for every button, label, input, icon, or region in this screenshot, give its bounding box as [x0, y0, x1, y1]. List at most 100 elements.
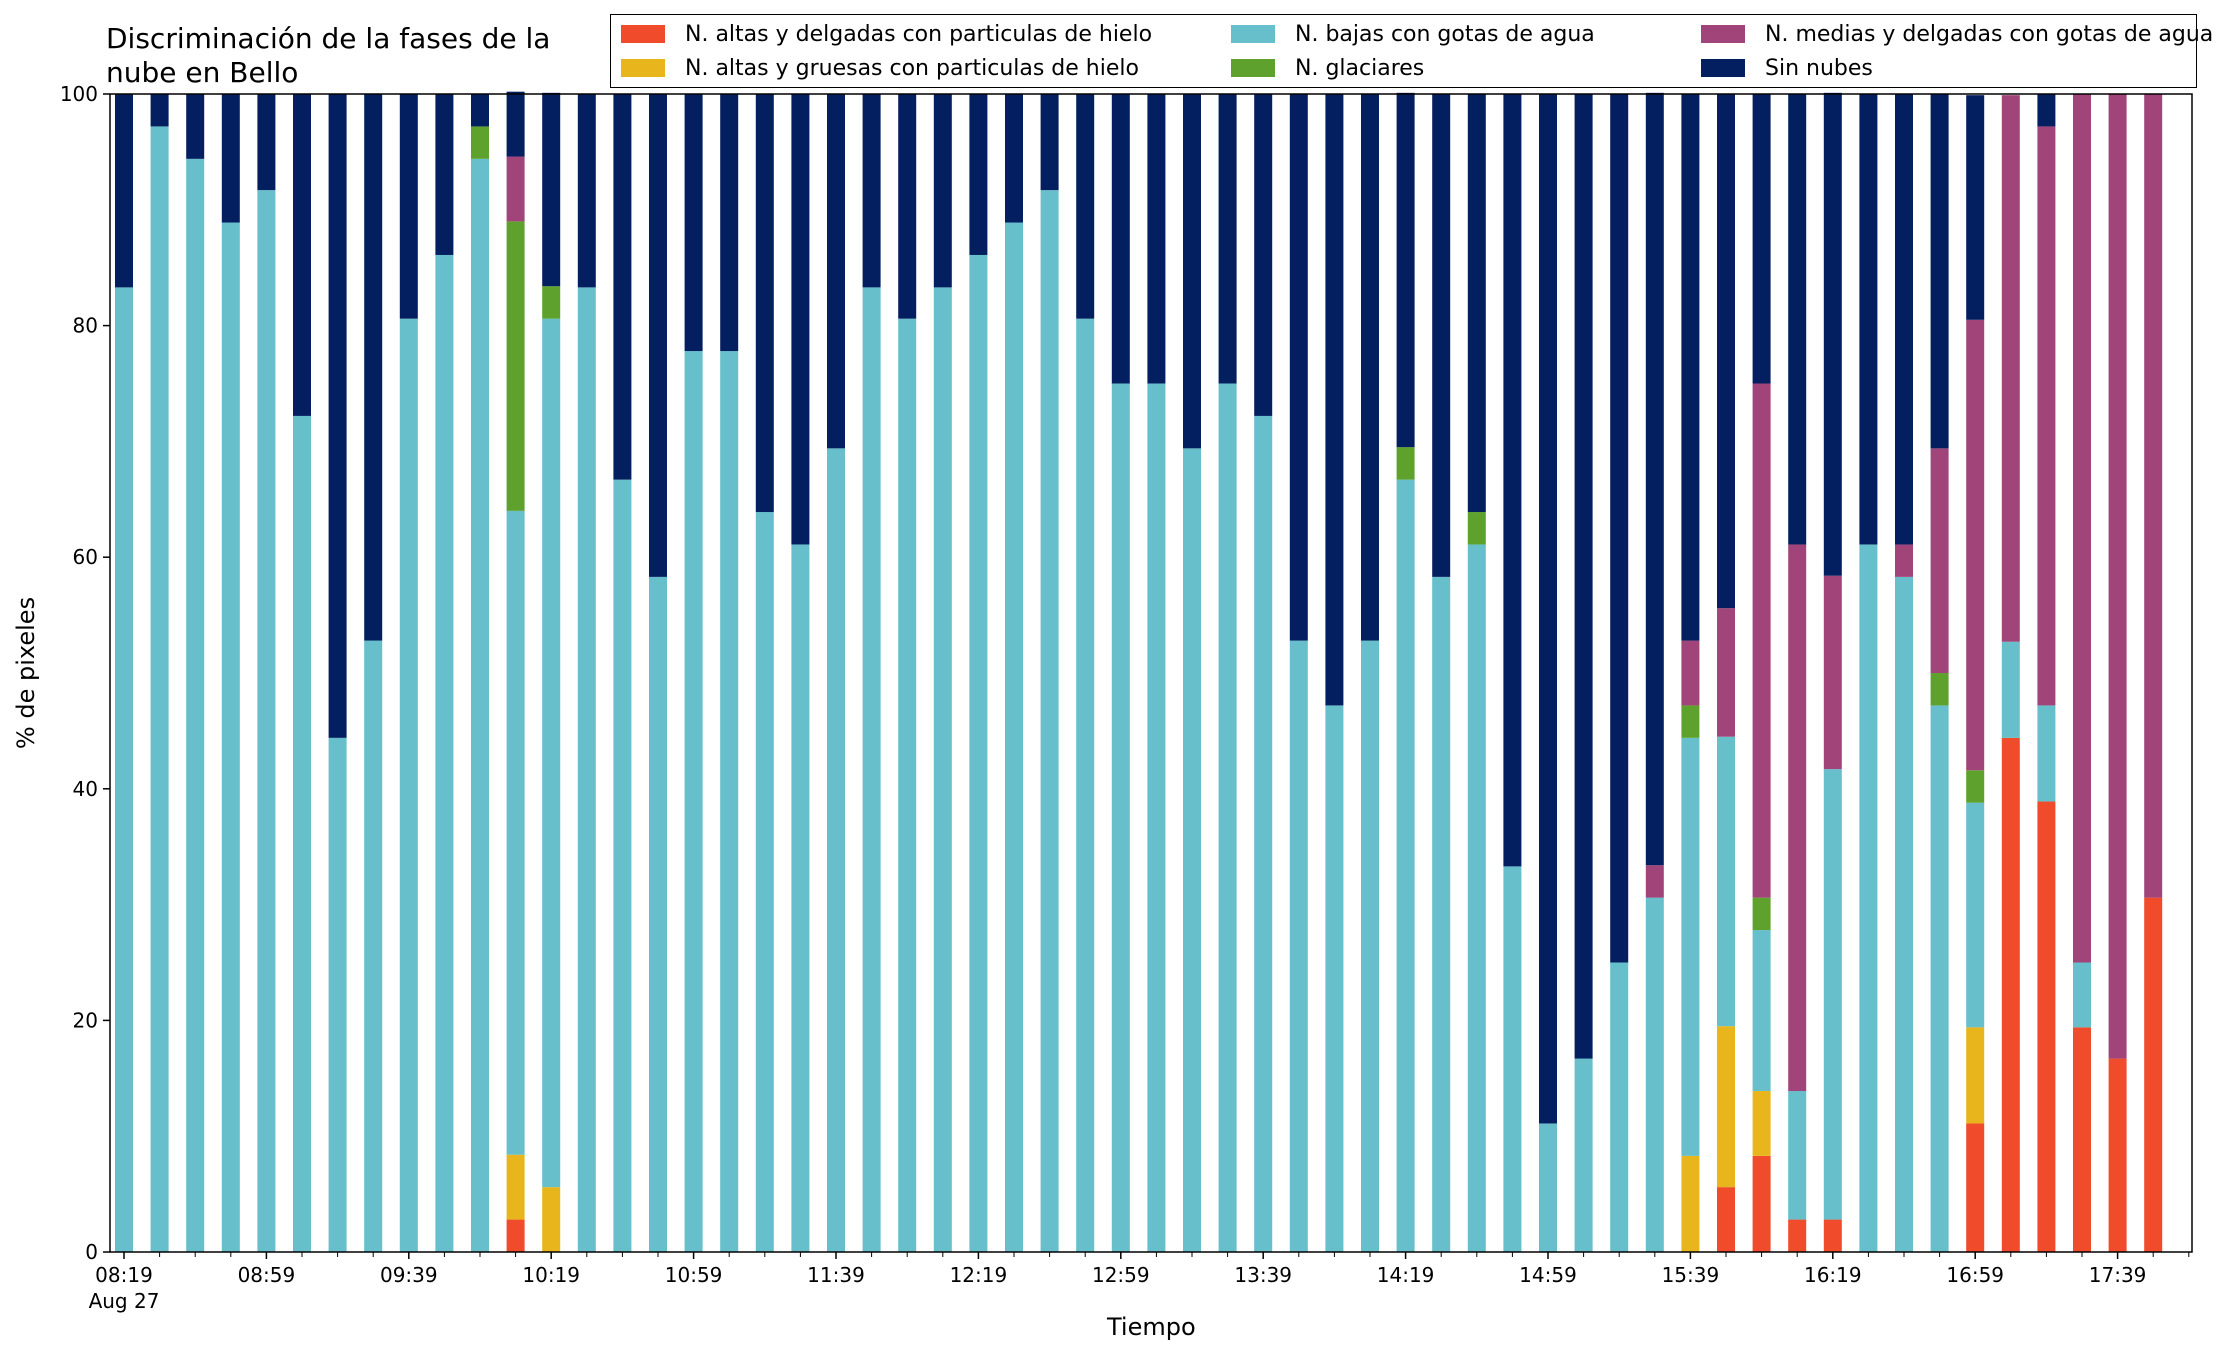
- bar-segment-1019-s5: [542, 92, 561, 287]
- bar-segment-1619-s4: [1823, 575, 1842, 770]
- bar-segment-1649-s3: [1930, 673, 1949, 706]
- bar-segment-1559-s2: [1752, 930, 1771, 1092]
- x-axis: 08:19 08:59 09:39 10:19 10:59 11:39 12:19 12:59…: [89, 1252, 2190, 1313]
- bar-segment-1619-s2: [1823, 769, 1842, 1220]
- bar-segment-1349-s5: [1289, 94, 1308, 641]
- bar-segment-1529-s2: [1645, 897, 1664, 1252]
- bar-segment-1409-s2: [1361, 640, 1379, 1252]
- bar-segment-1539-s5: [1681, 94, 1700, 641]
- bar-segment-1549-s0: [1717, 1187, 1735, 1252]
- bar-segment-1419-s3: [1396, 447, 1415, 480]
- bar-segment-1419-s2: [1396, 479, 1415, 1252]
- bar-segment-1659-s3: [1966, 770, 1985, 803]
- bar-segment-0919-s2: [328, 737, 347, 1252]
- bar-segment-1309-s2: [1147, 383, 1166, 1252]
- x-tick-label: 12:19: [950, 1263, 1008, 1287]
- bar-segment-1159-s2: [898, 318, 917, 1253]
- bar-segment-1509-s5: [1574, 94, 1593, 1059]
- bar-segment-1029-s2: [577, 287, 596, 1252]
- bar-segment-0839-s2: [186, 158, 205, 1252]
- bar-segment-0939-s5: [399, 94, 418, 319]
- bar-segment-1539-s1: [1681, 1155, 1700, 1252]
- y-axis: 0 20 40 60 80 100: [60, 82, 110, 1264]
- bar-segment-1339-s5: [1254, 94, 1273, 416]
- bar-segment-1549-s2: [1717, 736, 1735, 1027]
- legend-item: Sin nubes: [1701, 51, 1873, 85]
- bar-segment-1659-s2: [1966, 802, 1985, 1028]
- bar-segment-1139-s2: [827, 448, 845, 1252]
- bar-segment-1709-s0: [2001, 737, 2020, 1252]
- bar-segment-1409-s5: [1361, 94, 1379, 641]
- x-tick-label: 08:19: [95, 1263, 153, 1287]
- bar-segment-0919-s5: [328, 94, 347, 738]
- bar-segment-1019-s3: [542, 286, 561, 319]
- x-tick-label: 14:19: [1377, 1263, 1435, 1287]
- bar-segment-1349-s2: [1289, 640, 1308, 1252]
- bar-segment-1239-s5: [1040, 94, 1059, 191]
- bar-segment-0959-s5: [471, 94, 489, 127]
- bar-segment-1659-s0: [1966, 1123, 1985, 1252]
- bar-segment-1049-s2: [649, 576, 667, 1252]
- bar-segment-1219-s5: [969, 94, 988, 255]
- bar-segment-1259-s5: [1111, 94, 1130, 384]
- y-tick-label: 100: [60, 82, 98, 106]
- bar-segment-1319-s2: [1183, 448, 1201, 1252]
- bar-segment-1559-s3: [1752, 897, 1771, 931]
- bar-segment-1009-s1: [506, 1154, 525, 1220]
- y-tick-label: 80: [73, 314, 98, 338]
- bar-segment-0949-s5: [435, 94, 454, 255]
- x-tick-sublabel: Aug 27: [89, 1289, 160, 1313]
- legend-item: N. altas y delgadas con particulas de hi…: [621, 17, 1152, 51]
- x-tick-label: 16:59: [1946, 1263, 2004, 1287]
- bar-segment-1259-s2: [1111, 383, 1130, 1252]
- legend-swatch: [621, 59, 665, 77]
- bar-segment-1439-s5: [1467, 94, 1486, 513]
- bar-segment-1529-s4: [1645, 865, 1664, 898]
- bar-segment-1359-s2: [1325, 705, 1344, 1252]
- bar-segment-0859-s2: [257, 190, 276, 1252]
- bars-layer: [115, 91, 2163, 1253]
- bar-segment-1139-s5: [827, 94, 845, 449]
- legend-label: N. glaciares: [1295, 55, 1425, 81]
- legend-swatch: [1701, 25, 1745, 43]
- legend-label: N. altas y gruesas con particulas de hie…: [685, 55, 1139, 81]
- bar-segment-1149-s5: [862, 94, 881, 288]
- y-tick-label: 0: [85, 1240, 98, 1264]
- x-tick-label: 11:39: [807, 1263, 865, 1287]
- legend-item: N. bajas con gotas de agua: [1231, 17, 1595, 51]
- bar-segment-1009-s2: [506, 510, 525, 1155]
- y-tick-label: 60: [73, 545, 98, 569]
- bar-segment-1119-s2: [755, 512, 774, 1252]
- legend-label: N. medias y delgadas con gotas de agua: [1765, 21, 2214, 47]
- bar-segment-1109-s2: [720, 351, 739, 1252]
- bar-segment-1059-s2: [684, 351, 703, 1252]
- bar-segment-1639-s5: [1895, 94, 1913, 545]
- bar-segment-1559-s4: [1752, 383, 1771, 898]
- bar-segment-1019-s1: [542, 1187, 561, 1252]
- bar-segment-1529-s5: [1645, 92, 1664, 866]
- legend-label: Sin nubes: [1765, 55, 1873, 81]
- bar-segment-1329-s2: [1218, 383, 1237, 1252]
- x-tick-label: 16:19: [1804, 1263, 1862, 1287]
- legend-item: N. medias y delgadas con gotas de agua: [1701, 17, 2213, 51]
- bar-segment-1659-s1: [1966, 1027, 1985, 1124]
- bar-segment-1149-s2: [862, 287, 881, 1252]
- bar-segment-1219-s2: [969, 254, 988, 1252]
- bar-segment-1209-s5: [933, 94, 952, 288]
- bar-segment-1719-s2: [2037, 705, 2056, 802]
- bar-segment-1129-s2: [791, 544, 810, 1252]
- bar-segment-0939-s2: [399, 318, 418, 1253]
- bar-segment-1719-s5: [2037, 94, 2056, 127]
- bar-segment-1459-s2: [1539, 1123, 1557, 1252]
- bar-segment-1559-s1: [1752, 1091, 1771, 1156]
- legend-label: N. bajas con gotas de agua: [1295, 21, 1595, 47]
- bar-segment-1009-s4: [506, 156, 525, 222]
- bar-segment-0959-s3: [471, 126, 489, 159]
- bar-segment-0909-s5: [293, 94, 311, 416]
- legend-label: N. altas y delgadas con particulas de hi…: [685, 21, 1153, 47]
- bar-segment-0839-s5: [186, 94, 205, 159]
- plot-frame: [109, 93, 2193, 1253]
- bar-segment-1309-s5: [1147, 94, 1166, 384]
- bar-segment-1559-s5: [1752, 94, 1771, 384]
